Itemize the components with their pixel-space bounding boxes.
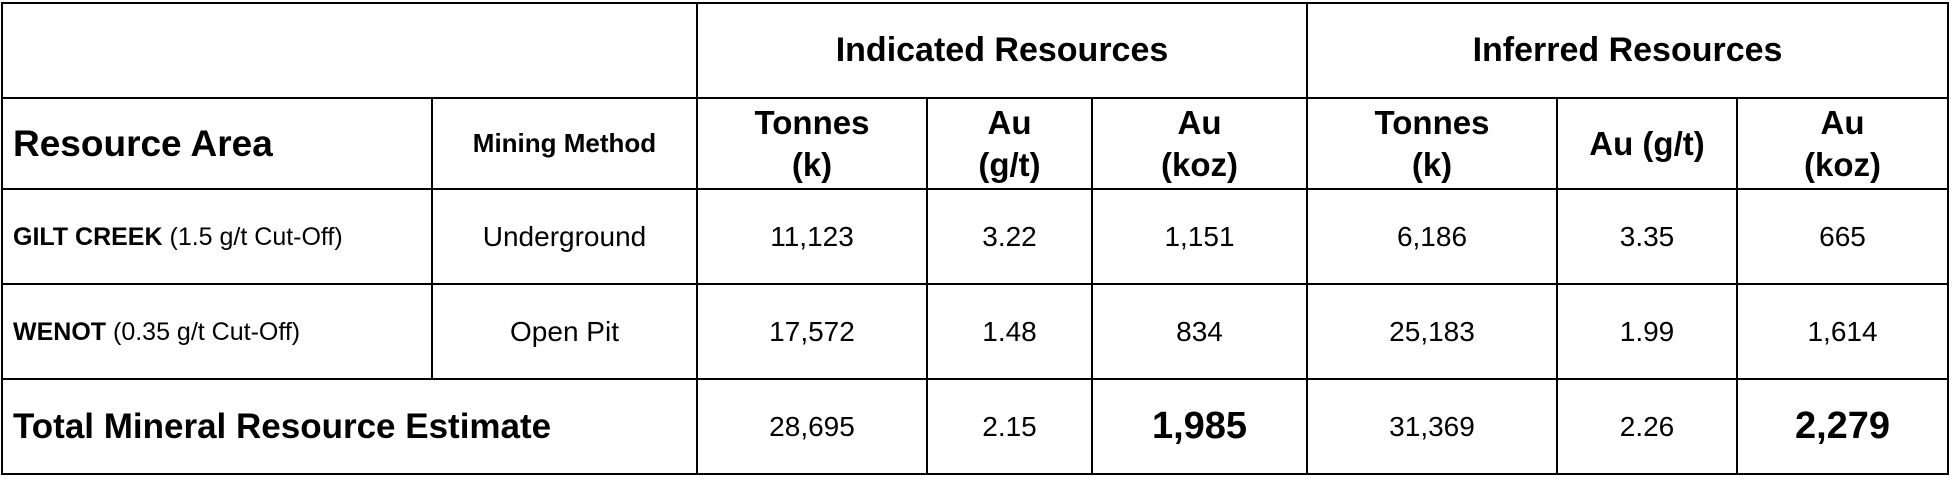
inferred-tonnes-header: Tonnes (k) xyxy=(1306,97,1558,190)
indicated-tonnes-cell: 17,572 xyxy=(696,283,928,380)
total-indicated-grade: 2.15 xyxy=(926,378,1093,475)
total-inferred-ounces: 2,279 xyxy=(1735,378,1950,475)
inferred-ounces-header: Au (koz) xyxy=(1735,97,1950,190)
total-inferred-grade: 2.26 xyxy=(1556,378,1738,475)
header-line: (k) xyxy=(791,145,833,183)
resource-area-header: Resource Area xyxy=(1,97,433,190)
inferred-tonnes-cell: 25,183 xyxy=(1306,283,1558,380)
mining-method-cell: Underground xyxy=(431,188,698,285)
header-line: Tonnes xyxy=(754,103,870,141)
column-header-row: Resource Area Mining Method Tonnes (k) A… xyxy=(1,97,1950,190)
area-name: WENOT xyxy=(13,317,107,346)
area-cutoff-note: (0.35 g/t Cut-Off) xyxy=(106,317,301,346)
total-indicated-tonnes: 28,695 xyxy=(696,378,928,475)
inferred-grade-header: Au (g/t) xyxy=(1556,97,1738,190)
header-line: Tonnes xyxy=(1374,103,1490,141)
inferred-resources-header: Inferred Resources xyxy=(1305,2,1950,99)
indicated-ounces-header: Au (koz) xyxy=(1091,97,1308,190)
inferred-ounces-cell: 1,614 xyxy=(1735,283,1950,380)
area-cutoff-note: (1.5 g/t Cut-Off) xyxy=(162,222,343,251)
area-name: GILT CREEK xyxy=(13,222,163,251)
total-indicated-ounces: 1,985 xyxy=(1091,378,1308,475)
table-row-wenot: WENOT (0.35 g/t Cut-Off) Open Pit 17,572… xyxy=(1,283,1950,380)
indicated-tonnes-cell: 11,123 xyxy=(696,188,928,285)
indicated-ounces-cell: 834 xyxy=(1091,283,1308,380)
header-line: (g/t) xyxy=(978,145,1041,183)
mining-method-cell: Open Pit xyxy=(431,283,698,380)
header-line: Au xyxy=(1820,103,1865,141)
total-inferred-tonnes: 31,369 xyxy=(1306,378,1558,475)
inferred-grade-cell: 1.99 xyxy=(1556,283,1738,380)
inferred-grade-cell: 3.35 xyxy=(1556,188,1738,285)
table-row-gilt-creek: GILT CREEK (1.5 g/t Cut-Off) Underground… xyxy=(1,188,1950,285)
total-row: Total Mineral Resource Estimate 28,695 2… xyxy=(1,378,1950,475)
header-line: (koz) xyxy=(1161,145,1238,183)
total-label: Total Mineral Resource Estimate xyxy=(1,378,698,475)
header-line: Au xyxy=(1177,103,1222,141)
inferred-ounces-cell: 665 xyxy=(1735,188,1950,285)
indicated-grade-header: Au (g/t) xyxy=(926,97,1093,190)
indicated-ounces-cell: 1,151 xyxy=(1091,188,1308,285)
header-line: (koz) xyxy=(1804,145,1882,183)
group-header-row: Indicated Resources Inferred Resources xyxy=(1,2,1950,99)
indicated-resources-header: Indicated Resources xyxy=(696,2,1308,99)
resource-area-cell: WENOT (0.35 g/t Cut-Off) xyxy=(1,283,433,380)
resource-area-cell: GILT CREEK (1.5 g/t Cut-Off) xyxy=(1,188,433,285)
mining-method-header: Mining Method xyxy=(431,97,698,190)
header-line: Au xyxy=(987,103,1032,141)
indicated-tonnes-header: Tonnes (k) xyxy=(696,97,928,190)
indicated-grade-cell: 1.48 xyxy=(926,283,1093,380)
header-line: (k) xyxy=(1411,145,1453,183)
empty-corner-cell xyxy=(1,2,698,99)
inferred-tonnes-cell: 6,186 xyxy=(1306,188,1558,285)
indicated-grade-cell: 3.22 xyxy=(926,188,1093,285)
